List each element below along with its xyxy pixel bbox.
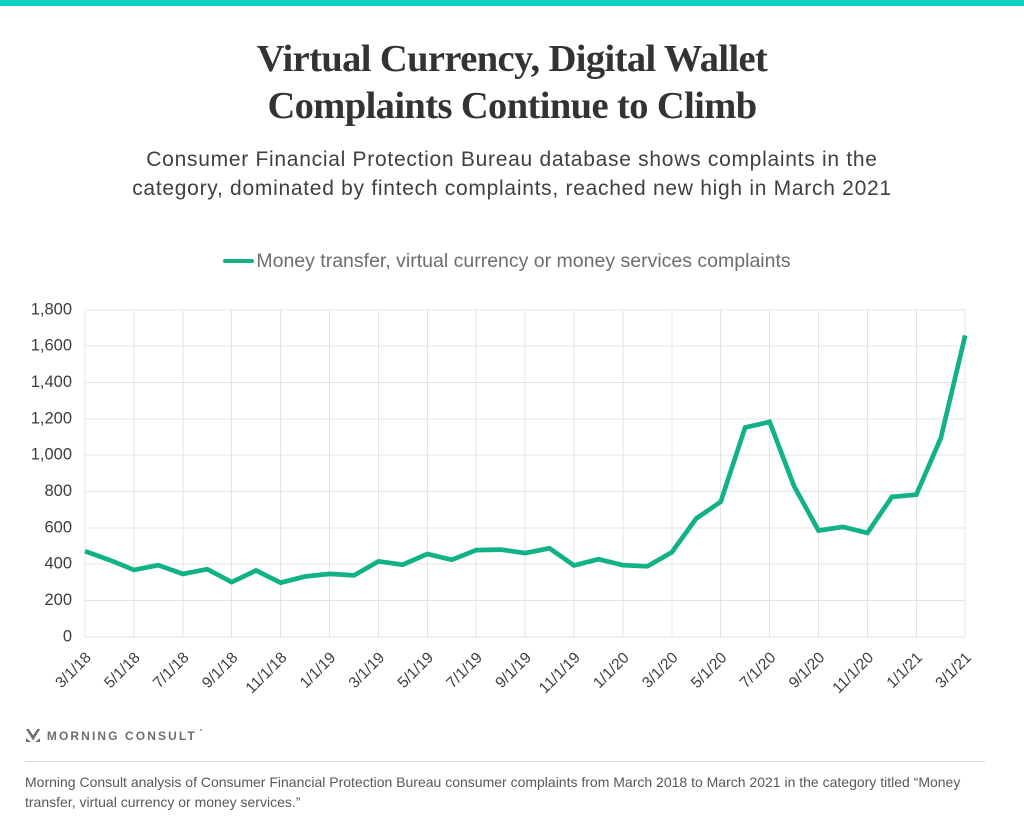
svg-text:11/1/20: 11/1/20 [829,649,877,697]
svg-text:11/1/18: 11/1/18 [243,649,291,697]
svg-text:3/1/20: 3/1/20 [639,649,682,692]
svg-text:9/1/19: 9/1/19 [492,649,535,692]
svg-text:7/1/20: 7/1/20 [737,649,780,692]
svg-text:7/1/19: 7/1/19 [443,649,486,692]
svg-text:9/1/20: 9/1/20 [786,649,829,692]
svg-text:3/1/18: 3/1/18 [52,649,95,692]
svg-text:1/1/21: 1/1/21 [884,649,927,692]
svg-text:1,400: 1,400 [31,373,72,391]
svg-text:9/1/18: 9/1/18 [199,649,242,692]
svg-text:0: 0 [63,627,72,645]
svg-text:3/1/21: 3/1/21 [932,649,975,692]
svg-text:5/1/20: 5/1/20 [688,649,731,692]
svg-text:5/1/19: 5/1/19 [395,649,438,692]
svg-text:1/1/19: 1/1/19 [297,649,340,692]
svg-text:200: 200 [44,591,72,609]
svg-text:5/1/18: 5/1/18 [101,649,144,692]
svg-text:800: 800 [44,482,72,500]
svg-text:1,600: 1,600 [31,337,72,355]
svg-text:1,000: 1,000 [31,446,72,464]
svg-text:3/1/19: 3/1/19 [346,649,389,692]
svg-text:400: 400 [44,555,72,573]
svg-text:1/1/20: 1/1/20 [590,649,633,692]
svg-text:1,200: 1,200 [31,409,72,427]
svg-text:600: 600 [44,518,72,536]
svg-text:11/1/19: 11/1/19 [536,649,584,697]
svg-text:1,800: 1,800 [31,300,72,318]
svg-text:7/1/18: 7/1/18 [150,649,193,692]
